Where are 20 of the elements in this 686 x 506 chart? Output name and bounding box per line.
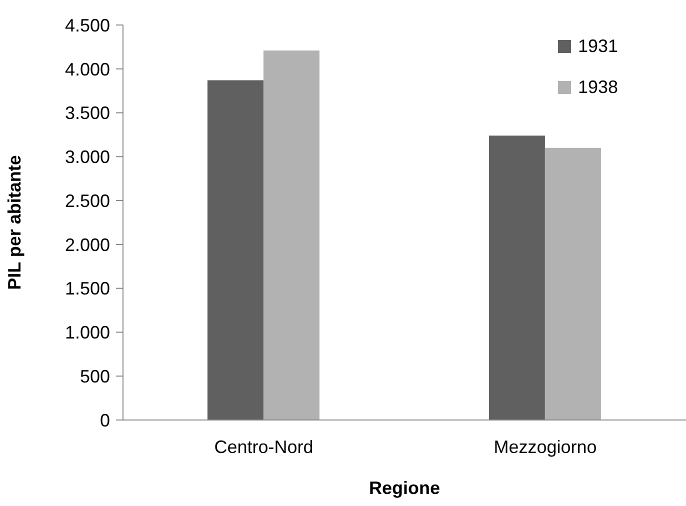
x-tick-label: Centro-Nord [214, 436, 314, 457]
bar [544, 148, 601, 420]
y-tick-label: 1.500 [64, 278, 110, 299]
y-tick-label: 2.000 [64, 234, 110, 255]
y-tick-label: 3.500 [64, 103, 110, 124]
y-tick-label: 500 [80, 366, 110, 386]
y-tick-label: 4.500 [64, 15, 110, 36]
bar [263, 50, 320, 420]
y-tick-label: 2.500 [64, 190, 110, 211]
y-tick-label: 3.000 [64, 147, 110, 168]
legend-label: 1938 [578, 77, 618, 98]
bar [488, 136, 545, 420]
bar [207, 80, 264, 420]
y-tick-label: 1.000 [64, 322, 110, 343]
x-axis-title: Regione [368, 478, 440, 498]
x-tick-label: Mezzogiorno [494, 436, 597, 457]
legend-label: 1931 [578, 36, 618, 57]
y-tick-label: 4.000 [64, 59, 110, 80]
y-axis-title: PIL per abitante [4, 155, 24, 290]
y-tick-label: 0 [100, 410, 110, 430]
